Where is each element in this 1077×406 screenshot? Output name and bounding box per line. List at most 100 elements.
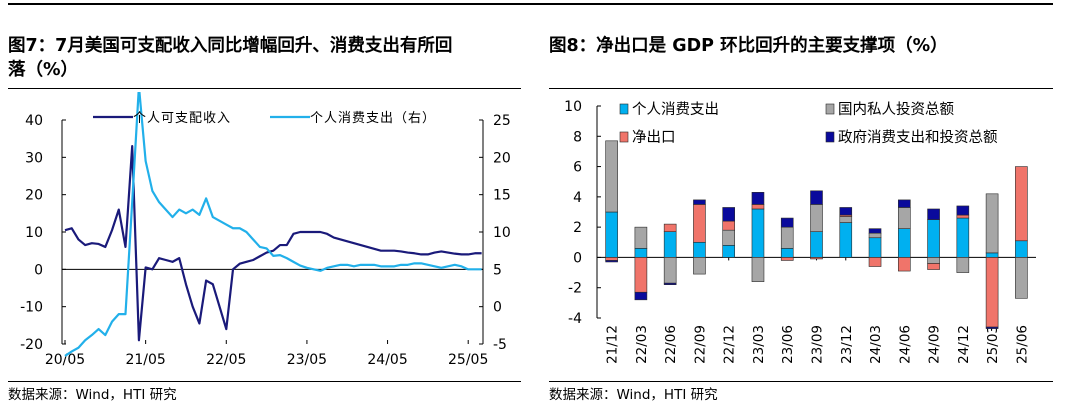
bar-segment-4 — [810, 190, 823, 205]
x-tick-label: 24/05 — [367, 352, 407, 368]
bar-segment-3 — [956, 214, 970, 219]
bar-segment-2 — [605, 140, 618, 213]
right-y-tick-label: -5 — [493, 337, 507, 353]
bar-segment-1 — [605, 211, 618, 258]
bar-segment-4 — [985, 326, 999, 329]
left-y-tick-label: -10 — [20, 300, 43, 316]
x-tick-label: 22/05 — [206, 352, 246, 368]
x-tick-label: 22/09 — [692, 325, 708, 364]
left-y-tick-label: 0 — [34, 262, 43, 278]
bar-segment-4 — [956, 205, 970, 216]
bar-segment-1 — [810, 231, 823, 258]
bar-segment-4 — [927, 208, 940, 220]
bar-segment-4 — [839, 207, 853, 216]
bar-segment-2 — [839, 216, 853, 223]
bar-segment-3 — [868, 257, 882, 267]
bar-segment-1 — [897, 228, 911, 258]
bar-segment-1 — [868, 237, 882, 258]
bar-segment-1 — [634, 248, 648, 258]
bar-segment-4 — [605, 260, 618, 263]
bar-segment-2 — [780, 226, 794, 249]
bar-segment-1 — [927, 219, 940, 258]
x-tick-label: 23/09 — [810, 325, 826, 364]
x-tick-label: 25/03 — [985, 325, 1001, 364]
left-title-rule — [8, 88, 521, 90]
x-tick-label: 20/05 — [45, 352, 85, 368]
x-tick-label: 25/06 — [1014, 325, 1030, 364]
right-source-rule — [549, 381, 1053, 382]
bar-segment-3 — [1015, 166, 1028, 242]
left-title-line2: 落（%） — [8, 60, 79, 80]
left-y-tick-label: 40 — [25, 113, 43, 129]
right-y-tick-label: 20 — [493, 150, 511, 166]
left-y-tick-label: 10 — [25, 225, 43, 241]
bar-segment-4 — [897, 199, 911, 208]
y-tick-label: 10 — [564, 99, 582, 115]
right-y-tick-label: 15 — [493, 188, 511, 204]
bar-segment-2 — [956, 257, 970, 273]
bar-segment-3 — [663, 223, 677, 232]
bar-segment-2 — [810, 204, 823, 232]
bar-segment-4 — [663, 282, 677, 285]
bar-segment-1 — [693, 241, 706, 258]
x-tick-label: 21/12 — [605, 325, 621, 364]
right-source: 数据来源：Wind，HTI 研究 — [549, 387, 718, 403]
x-tick-label: 23/05 — [287, 352, 327, 368]
bar-segment-1 — [956, 217, 970, 258]
y-tick-label: 2 — [573, 220, 582, 236]
x-tick-label: 25/05 — [448, 352, 488, 368]
bar-segment-1 — [663, 231, 677, 258]
bar-segment-3 — [722, 220, 735, 231]
right-bar-chart: -4 -2 0 2 4 6 8 10 21/12 22/03 22/06 22/09 22/12 23/0… — [564, 99, 1036, 364]
x-tick-label: 23/06 — [780, 325, 796, 364]
bar-segment-2 — [868, 232, 882, 239]
right-y-tick-label: 5 — [493, 262, 502, 278]
bar-segment-3 — [985, 257, 999, 328]
y-tick-label: 6 — [573, 160, 582, 176]
bar-segment-2 — [722, 229, 735, 246]
x-tick-label: 22/03 — [634, 325, 650, 364]
legend-label-4: 政府消费支出和投资总额 — [838, 129, 998, 146]
bar-segment-1 — [839, 222, 853, 258]
bar-segment-4 — [693, 199, 706, 205]
legend-swatch-2 — [825, 103, 835, 115]
bar-segment-4 — [722, 207, 735, 222]
right-figure-title: 图8：净出口是 GDP 环比回升的主要支撑项（%） — [549, 36, 948, 56]
x-tick-label: 24/09 — [927, 325, 943, 364]
x-tick-label: 21/05 — [125, 352, 165, 368]
bar-segment-2 — [634, 226, 648, 249]
y-tick-label: 8 — [573, 129, 582, 145]
bar-segment-1 — [985, 252, 999, 258]
x-tick-label: 22/06 — [663, 325, 679, 364]
legend-label-2: 个人消费支出（右） — [310, 111, 436, 126]
bar-segment-3 — [605, 257, 618, 261]
bar-segment-2 — [663, 257, 677, 284]
series-line-1 — [64, 145, 482, 342]
bar-segment-3 — [693, 204, 706, 243]
left-y-tick-label: 30 — [25, 150, 43, 166]
bar-segment-2 — [1015, 257, 1028, 299]
bar-segment-2 — [985, 193, 999, 254]
x-tick-label: 24/12 — [956, 325, 972, 364]
legend-label-3: 净出口 — [632, 129, 676, 146]
right-y-tick-label: 25 — [493, 113, 511, 129]
left-line-chart: -20 -10 0 10 20 30 40 -5 0 5 10 15 20 25 20/05 21/05 22/… — [20, 92, 511, 368]
right-title-rule — [549, 88, 1053, 90]
bar-segment-4 — [780, 217, 794, 228]
bar-segment-3 — [897, 257, 911, 272]
legend-swatch-1 — [619, 103, 629, 115]
x-tick-label: 23/12 — [839, 325, 855, 364]
left-y-tick-label: -20 — [20, 337, 43, 353]
left-source: 数据来源：Wind，HTI 研究 — [8, 387, 177, 403]
bar-segment-4 — [868, 228, 882, 234]
bar-segment-3 — [810, 257, 823, 260]
legend-label-1: 个人消费支出 — [632, 101, 719, 118]
y-tick-label: -4 — [568, 311, 582, 327]
right-y-tick-label: 10 — [493, 225, 511, 241]
y-tick-label: 4 — [573, 190, 582, 206]
legend-swatch-3 — [619, 131, 629, 143]
bar-segment-2 — [693, 257, 706, 275]
legend-label-2: 国内私人投资总额 — [838, 101, 954, 118]
bar-segment-1 — [722, 245, 735, 258]
left-figure-title: 图7：7月美国可支配收入同比增幅回升、消费支出有所回 落（%） — [8, 34, 538, 82]
